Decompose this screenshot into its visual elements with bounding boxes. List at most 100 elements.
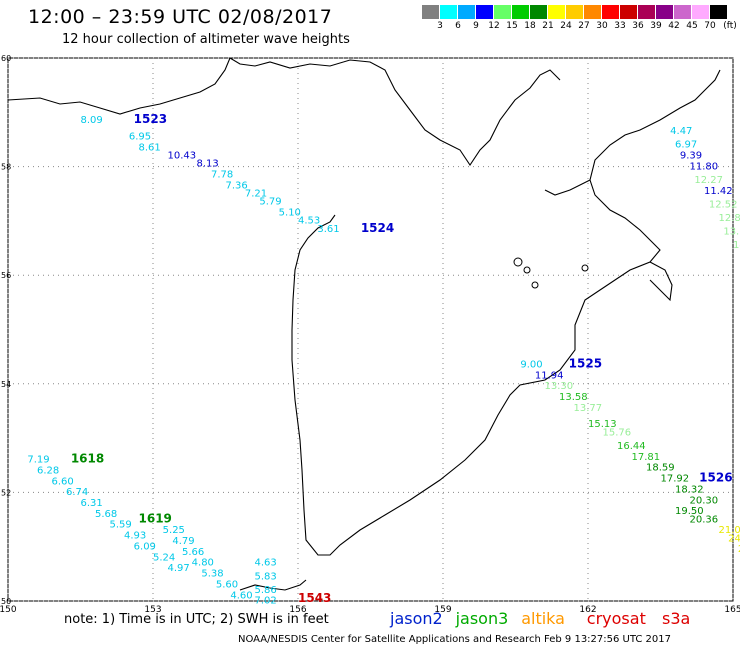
scale-label: 33 (614, 21, 626, 31)
lon-tick-label: 150 (0, 605, 17, 615)
lat-tick-label: 58 (1, 163, 11, 172)
wave-height-label: 25.19 (738, 544, 740, 555)
wave-height-label: 6.31 (81, 498, 103, 509)
wave-height-label: 7.02 (255, 596, 277, 607)
lon-tick-label: 156 (289, 605, 306, 615)
wave-height-label: 19.50 (675, 506, 704, 517)
lon-tick-label: 165 (724, 605, 740, 615)
coastline (229, 57, 561, 166)
wave-height-label: 7.36 (226, 180, 248, 191)
wave-height-label: 13.58 (559, 392, 588, 403)
lon-tick-label: 153 (144, 605, 161, 615)
wave-height-label: 6.74 (66, 487, 88, 498)
scale-label: 6 (455, 21, 461, 31)
wave-height-label: 4.97 (168, 563, 190, 574)
footer-credit: NOAA/NESDIS Center for Satellite Applica… (238, 634, 671, 645)
lat-tick-label: 50 (1, 597, 11, 606)
wave-height-label: 8.61 (139, 142, 161, 153)
coastline (649, 261, 673, 302)
wave-height-label: 5.83 (255, 571, 277, 582)
scale-label: 9 (473, 21, 479, 31)
wave-height-label: 6.97 (675, 140, 697, 151)
scale-label: 24 (560, 21, 572, 31)
wave-height-label: 10.43 (168, 150, 197, 161)
wave-height-label: 11.42 (704, 186, 733, 197)
lat-tick-label: 52 (1, 488, 11, 497)
pass-number-label: 1525 (569, 357, 602, 371)
wave-height-label: 11.80 (690, 161, 719, 172)
satellite-legend-item: altika (521, 609, 565, 628)
wave-height-label: 4.80 (192, 558, 214, 569)
wave-height-label: 18.32 (675, 484, 704, 495)
scale-label: 36 (632, 21, 644, 31)
wave-height-label: 24.26 (728, 533, 740, 544)
coastline (239, 579, 307, 591)
wave-height-label: 16.44 (617, 441, 646, 452)
scale-swatch (692, 5, 710, 19)
scale-swatch (710, 5, 728, 19)
wave-height-label: 13.30 (545, 381, 574, 392)
coastline (544, 179, 591, 196)
scale-swatch (566, 5, 584, 19)
scale-swatch (602, 5, 620, 19)
wave-height-label: 5.25 (163, 525, 185, 536)
island (523, 266, 531, 274)
wave-height-label: 9.39 (680, 150, 702, 161)
wave-height-label: 15.13 (588, 419, 617, 430)
page-subtitle: 12 hour collection of altimeter wave hei… (62, 32, 350, 47)
wave-height-label: 4.63 (255, 558, 277, 569)
wave-height-label: 17.92 (661, 474, 690, 485)
wave-height-label: 18.59 (646, 463, 675, 474)
lat-tick-label: 56 (1, 271, 11, 280)
satellite-legend-item: jason2 (390, 609, 443, 628)
wave-height-label: 5.59 (110, 520, 132, 531)
pass-number-label: 1543 (298, 591, 331, 605)
wave-height-label: 5.68 (95, 509, 117, 520)
island (531, 281, 539, 289)
wave-height-label: 5.79 (259, 197, 281, 208)
scale-labels: 3 6 9 12 15 18 21 24 27 30 33 36 39 42 45 70 (ft) (422, 19, 737, 33)
wave-height-label: 5.60 (216, 579, 238, 590)
wave-height-label: 6.28 (37, 465, 59, 476)
scale-label: 3 (437, 21, 443, 31)
scale-label: 15 (506, 21, 518, 31)
wave-height-label: 4.93 (124, 531, 146, 542)
wave-height-label: 6.60 (52, 476, 74, 487)
scale-swatch (638, 5, 656, 19)
scale-label: 27 (578, 21, 590, 31)
wave-height-label: 7.21 (245, 188, 267, 199)
coastline (7, 57, 231, 115)
wave-height-label: 6.09 (134, 541, 156, 552)
coastline (291, 69, 721, 556)
wave-height-label: 6.95 (129, 131, 151, 142)
map-frame (7, 57, 734, 602)
scale-label: 70 (704, 21, 716, 31)
wave-height-label: 4.53 (298, 216, 320, 227)
island (581, 264, 589, 272)
pass-number-label: 1619 (139, 511, 172, 525)
wave-height-label: 15.76 (603, 427, 632, 438)
satellite-legend-item: s3a (662, 609, 691, 628)
pass-number-label: 1618 (71, 452, 104, 466)
wave-height-label: 12.52 (709, 199, 738, 210)
wave-height-label: 13.68 (723, 226, 740, 237)
scale-swatches (422, 5, 728, 19)
scale-label: 45 (686, 21, 698, 31)
wave-height-label: 20.36 (690, 514, 719, 525)
scale-unit: (ft) (723, 21, 737, 31)
wave-height-label: 14.26 (733, 240, 740, 251)
scale-swatch (584, 5, 602, 19)
wave-height-label: 5.24 (153, 552, 175, 563)
wave-height-label: 3.61 (317, 224, 339, 235)
wave-height-label: 9.00 (520, 360, 542, 371)
footer-note: note: 1) Time is in UTC; 2) SWH is in fe… (64, 612, 329, 627)
scale-swatch (440, 5, 458, 19)
scale-swatch (422, 5, 440, 19)
scale-swatch (476, 5, 494, 19)
wave-height-label: 8.13 (197, 159, 219, 170)
lon-tick-label: 162 (579, 605, 596, 615)
wave-height-label: 20.30 (690, 495, 719, 506)
scale-label: 18 (524, 21, 536, 31)
pass-number-label: 1524 (361, 221, 394, 235)
